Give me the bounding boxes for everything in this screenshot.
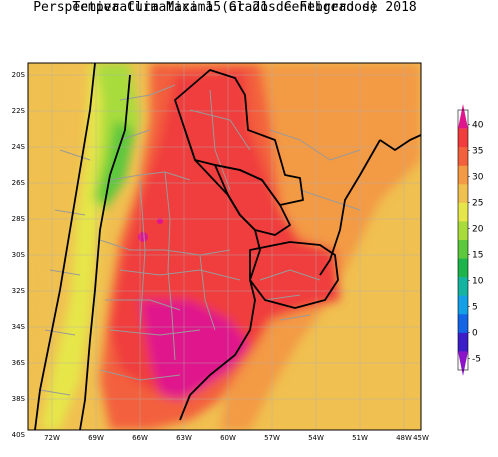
colorbar-swatch <box>458 258 468 278</box>
map-title-line-2: Temperatura Maxima (Grados Centigrados) <box>72 0 378 15</box>
colorbar-swatch <box>458 104 468 129</box>
colorbar-label: 5 <box>472 302 478 312</box>
lon-tick-label: 66W <box>132 434 148 442</box>
map-frame <box>27 62 422 431</box>
lat-tick-label: 40S <box>12 431 26 439</box>
lat-tick-label: 34S <box>12 323 26 331</box>
colorbar-swatch <box>458 184 468 204</box>
colorbar-swatch <box>458 277 468 297</box>
colorbar-label: 15 <box>472 250 483 260</box>
lon-tick-label: 54W <box>308 434 324 442</box>
lat-tick-label: 24S <box>12 143 26 151</box>
colorbar-swatch <box>458 221 468 241</box>
colorbar-label: 35 <box>472 146 483 156</box>
colorbar-swatch <box>458 351 468 376</box>
lon-tick-label: 51W <box>352 434 368 442</box>
lat-tick-label: 38S <box>12 395 26 403</box>
lon-tick-label: 48W <box>396 434 412 442</box>
lat-tick-label: 30S <box>12 251 26 259</box>
lon-tick-label: 63W <box>176 434 192 442</box>
colorbar-swatch <box>458 314 468 334</box>
lat-tick-label: 26S <box>12 179 26 187</box>
lat-tick-label: 28S <box>12 215 26 223</box>
lat-tick-label: 36S <box>12 359 26 367</box>
lon-tick-label: 57W <box>264 434 280 442</box>
colorbar-label: 20 <box>472 224 484 234</box>
colorbar-frame <box>457 109 469 371</box>
colorbar-swatch <box>458 332 468 352</box>
lon-tick-label: 60W <box>220 434 236 442</box>
colorbar-swatch <box>458 165 468 185</box>
colorbar-label: 30 <box>472 172 484 182</box>
colorbar-swatch <box>458 202 468 222</box>
colorbar-label: 10 <box>472 276 484 286</box>
lat-tick-label: 20S <box>12 71 26 79</box>
latitude-axis: 20S 22S 24S 26S 28S 30S 32S 34S 36S 38S … <box>12 71 26 439</box>
colorbar-swatch <box>458 295 468 315</box>
lat-tick-label: 32S <box>12 287 26 295</box>
lat-tick-label: 22S <box>12 107 26 115</box>
longitude-axis: 72W 69W 66W 63W 60W 57W 54W 51W 48W 45W <box>44 434 429 442</box>
colorbar-label: 25 <box>472 198 483 208</box>
lon-tick-label: 72W <box>44 434 60 442</box>
colorbar-label: 40 <box>472 120 484 130</box>
colorbar-swatch <box>458 147 468 167</box>
lon-tick-label: 45W <box>413 434 429 442</box>
colorbar-label: 0 <box>472 328 478 338</box>
political-borders <box>34 63 421 430</box>
lon-tick-label: 69W <box>88 434 104 442</box>
map-title-line-1: Perspectiva Climatica 15 al 21 de Febrer… <box>33 0 417 15</box>
colorbar-label: -5 <box>472 354 481 364</box>
colorbar-swatch <box>458 128 468 148</box>
graticule <box>28 63 421 430</box>
colorbar-swatch <box>458 240 468 259</box>
colorbar: 40 35 30 25 20 15 10 5 0 -5 <box>457 104 484 376</box>
